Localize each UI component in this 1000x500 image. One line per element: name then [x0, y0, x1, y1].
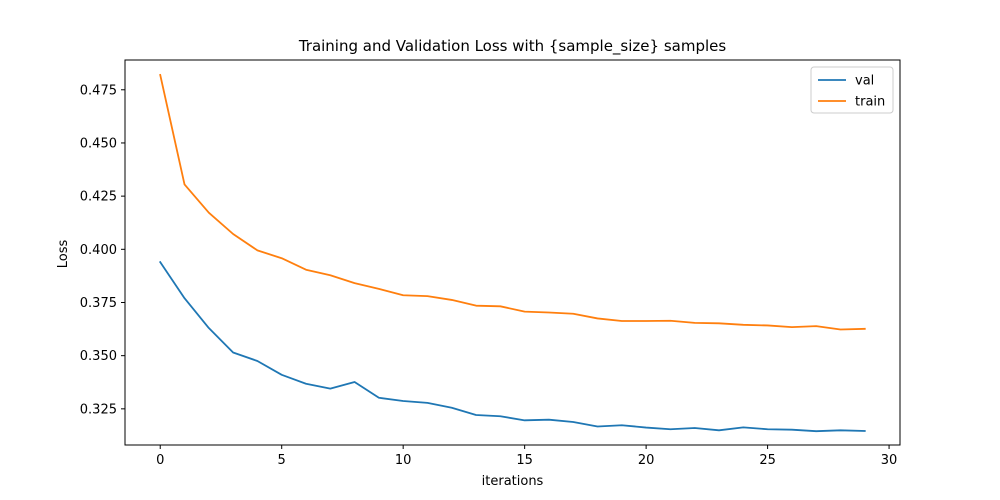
x-tick-label: 5: [278, 453, 286, 468]
y-tick-label: 0.450: [80, 136, 117, 151]
x-tick-label: 10: [395, 453, 412, 468]
y-tick-label: 0.325: [80, 402, 117, 417]
x-axis-title: iterations: [482, 474, 544, 489]
legend-label-train: train: [855, 95, 885, 110]
x-tick-label: 30: [881, 453, 898, 468]
y-axis-title: Loss: [56, 240, 71, 269]
plot-frame: [124, 59, 901, 446]
plot-area: [124, 59, 901, 446]
y-tick-label: 0.400: [80, 243, 117, 258]
x-tick-label: 15: [516, 453, 533, 468]
chart-title: Training and Validation Loss with {sampl…: [298, 37, 727, 56]
x-tick-label: 0: [156, 453, 164, 468]
y-axis: 0.325 0.350 0.375 0.400 0.425 0.450 0.475: [80, 83, 125, 417]
y-tick-label: 0.475: [80, 83, 117, 98]
x-tick-label: 20: [638, 453, 655, 468]
series-line-val: [158, 260, 866, 433]
y-tick-label: 0.375: [80, 296, 117, 311]
x-tick-label: 25: [759, 453, 776, 468]
x-axis: 0 5 10 15 20 25 30: [156, 445, 897, 468]
y-tick-label: 0.350: [80, 349, 117, 364]
legend: val train: [810, 66, 894, 114]
y-tick-label: 0.425: [80, 190, 117, 205]
series-line-train: [159, 73, 866, 331]
legend-label-val: val: [855, 74, 874, 89]
